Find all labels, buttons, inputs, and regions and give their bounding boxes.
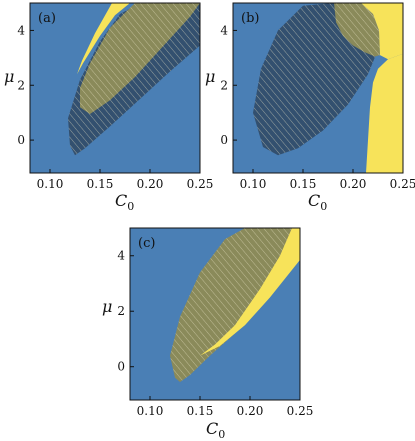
- x-axis-label: C0: [308, 191, 327, 213]
- y-tick-label: 4: [17, 23, 25, 37]
- y-tick-label: 2: [117, 304, 125, 318]
- panel-c: (c) 0.10 0.15 0.20 0.25 0 2 4 C0 μ: [102, 227, 313, 441]
- panel-label: (c): [138, 236, 155, 251]
- x-tick-label: 0.10: [137, 404, 164, 418]
- y-tick-label: 0: [17, 133, 25, 147]
- y-tick-label: 2: [17, 78, 25, 92]
- x-tick-label: 0.15: [187, 404, 214, 418]
- y-tick-label: 4: [220, 23, 228, 37]
- regions: [68, 3, 200, 156]
- y-tick-label: 4: [117, 249, 125, 263]
- y-tick-label: 0: [117, 360, 125, 374]
- x-tick-label: 0.20: [237, 404, 264, 418]
- ticks: 0.10 0.15 0.20 0.25 0 2 4: [117, 249, 313, 418]
- ticks: 0.10 0.15 0.20 0.25 0 2 4: [17, 23, 213, 191]
- region-hatch-hatched-ellipse: [170, 228, 300, 382]
- region-hatch-hatched-ellipse: [80, 3, 200, 114]
- region-hatch-dark-ellipse: [253, 3, 378, 156]
- plot-frame: [29, 2, 201, 174]
- x-tick-label: 0.25: [187, 177, 214, 191]
- region-yellow-band: [200, 228, 300, 356]
- region-yellow-right: [366, 53, 403, 173]
- y-axis-label: μ: [102, 297, 112, 316]
- panel-b: (b) 0.10 0.15 0.20 0.25 0 2 4 C0 μ: [205, 2, 415, 213]
- region-yellow-top: [361, 3, 403, 60]
- x-tick-label: 0.20: [340, 177, 367, 191]
- x-axis-label: C0: [115, 191, 134, 213]
- region-hatch-hatched-overlap: [334, 3, 380, 57]
- x-tick-label: 0.15: [290, 177, 317, 191]
- y-axis-label: μ: [4, 67, 14, 86]
- regions: [170, 228, 300, 382]
- y-tick-label: 0: [220, 133, 228, 147]
- x-tick-label: 0.10: [37, 177, 64, 191]
- y-tick-label: 2: [220, 78, 228, 92]
- x-tick-label: 0.15: [87, 177, 114, 191]
- x-tick-label: 0.25: [287, 404, 314, 418]
- y-axis-label: μ: [205, 67, 215, 86]
- plot-frame: [129, 227, 301, 401]
- ticks: 0.10 0.15 0.20 0.25 0 2 4: [220, 23, 415, 191]
- x-tick-label: 0.20: [137, 177, 164, 191]
- x-axis-label: C0: [206, 419, 225, 441]
- regions: [253, 3, 403, 173]
- panel-a: (a) 0.10 0.15 0.20 0.25 0 2 4 C0 μ: [4, 2, 213, 213]
- x-tick-label: 0.10: [240, 177, 267, 191]
- plot-frame: [232, 2, 404, 174]
- panel-label: (b): [241, 11, 259, 26]
- panel-label: (a): [38, 11, 56, 26]
- x-tick-label: 0.25: [390, 177, 415, 191]
